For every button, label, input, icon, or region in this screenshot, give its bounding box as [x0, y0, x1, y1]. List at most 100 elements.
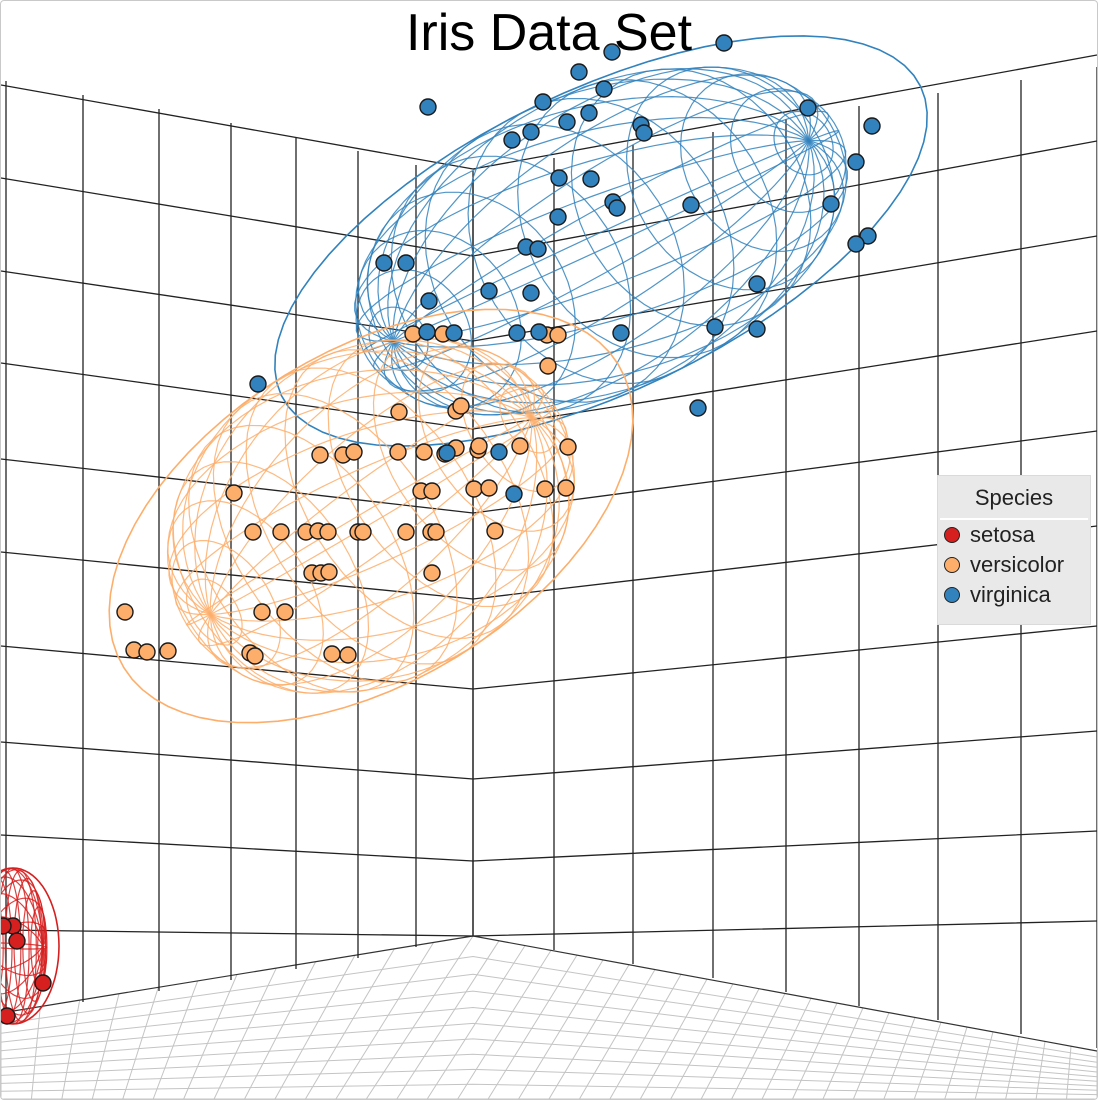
legend-item-versicolor[interactable]: versicolor — [938, 550, 1090, 580]
ellipsoid-virginica — [274, 35, 928, 447]
point-versicolor — [159, 642, 177, 660]
point-virginica — [505, 485, 523, 503]
floor-grid-line — [1, 1022, 1097, 1078]
floor-grid-line — [426, 945, 526, 1099]
ellipsoid-setosa — [1, 921, 48, 947]
point-versicolor — [390, 403, 408, 421]
ellipsoid-versicolor — [209, 417, 538, 694]
legend-label: setosa — [970, 522, 1035, 547]
data-points — [1, 34, 881, 1025]
floor-grid-line — [30, 1006, 41, 1099]
wall-grid-line — [1, 430, 1097, 514]
legend-label: versicolor — [970, 552, 1065, 577]
floor-grid-line — [244, 961, 317, 1099]
floor-grid-line — [1, 1053, 1097, 1087]
point-virginica — [706, 318, 724, 336]
floor-grid-line — [1, 1068, 1097, 1091]
point-versicolor — [465, 480, 483, 498]
ellipsoid-versicolor — [210, 417, 575, 641]
point-virginica — [582, 170, 600, 188]
legend-marker — [944, 557, 960, 573]
point-virginica — [397, 254, 415, 272]
point-virginica — [859, 227, 877, 245]
floor-grid-line — [487, 954, 578, 1099]
point-virginica — [570, 63, 588, 81]
point-virginica — [522, 284, 540, 302]
point-setosa — [8, 932, 26, 950]
point-versicolor — [480, 479, 498, 497]
point-versicolor — [339, 646, 357, 664]
point-versicolor — [246, 647, 264, 665]
ellipsoid-setosa — [1, 942, 44, 947]
ellipsoid-virginica — [372, 140, 810, 372]
point-virginica — [480, 282, 498, 300]
ellipsoid-virginica — [354, 134, 809, 342]
point-versicolor — [486, 522, 504, 540]
point-versicolor — [138, 643, 156, 661]
point-virginica — [799, 99, 817, 117]
floor-grid-line — [1, 1006, 1097, 1073]
point-virginica — [508, 324, 526, 342]
ellipsoid-virginica — [391, 140, 810, 408]
ellipsoid-virginica — [392, 140, 815, 415]
ellipsoid-setosa — [1, 897, 46, 947]
point-virginica — [595, 80, 613, 98]
floor-grid-line — [944, 1026, 968, 1099]
confidence-ellipsoids — [1, 35, 928, 1025]
floor-grid-line — [61, 1000, 81, 1099]
point-virginica — [375, 254, 393, 272]
floor-grid-line — [1, 1038, 1097, 1082]
ellipsoid-virginica — [387, 67, 810, 342]
point-versicolor — [423, 564, 441, 582]
wall-grid-line — [1, 920, 1097, 937]
point-virginica — [689, 399, 707, 417]
point-versicolor — [423, 482, 441, 500]
point-setosa — [34, 974, 52, 992]
point-virginica — [558, 113, 576, 131]
point-virginica — [748, 320, 766, 338]
floor-grid-line — [1005, 1036, 1020, 1099]
point-versicolor — [116, 603, 134, 621]
legend-label: virginica — [970, 582, 1051, 607]
ellipsoid-setosa — [1, 893, 44, 947]
ellipsoid-versicolor — [209, 346, 533, 615]
ellipsoid-virginica — [392, 66, 810, 342]
point-virginica — [863, 117, 881, 135]
ellipsoid-virginica — [424, 123, 685, 403]
point-virginica — [549, 208, 567, 226]
legend: Species setosa versicolor virginica — [937, 475, 1091, 625]
ellipsoid-setosa — [1, 945, 44, 971]
point-versicolor — [311, 446, 329, 464]
point-virginica — [847, 235, 865, 253]
ellipsoid-versicolor — [327, 339, 554, 608]
floor-grid-line — [639, 978, 708, 1099]
wall-grid — [1, 54, 1097, 1048]
point-virginica — [550, 169, 568, 187]
point-virginica — [822, 195, 840, 213]
point-virginica — [580, 104, 598, 122]
wall-grid-line — [1, 54, 1097, 170]
floor-grid-line — [670, 983, 734, 1099]
legend-item-setosa[interactable]: setosa — [938, 520, 1090, 550]
point-versicolor — [539, 357, 557, 375]
wall-grid-line — [1, 830, 1097, 862]
floor-grid-line — [365, 935, 474, 1099]
point-virginica — [503, 131, 521, 149]
floor-grid-line — [152, 980, 199, 1099]
point-versicolor — [415, 443, 433, 461]
ellipsoid-versicolor — [210, 406, 557, 616]
ellipsoid-virginica — [392, 140, 810, 416]
wall-grid-line — [1, 140, 1097, 257]
ellipsoid-virginica — [393, 139, 847, 342]
floor-grid-line — [731, 993, 786, 1099]
ellipsoid-virginica — [392, 110, 830, 342]
floor-grid-line — [213, 967, 277, 1099]
legend-item-virginica[interactable]: virginica — [938, 580, 1090, 610]
point-setosa — [1, 917, 12, 935]
point-versicolor — [354, 523, 372, 541]
floor-grid-line — [1, 1083, 1097, 1096]
point-virginica — [748, 275, 766, 293]
ellipsoid-versicolor — [197, 417, 533, 647]
point-virginica — [603, 43, 621, 61]
